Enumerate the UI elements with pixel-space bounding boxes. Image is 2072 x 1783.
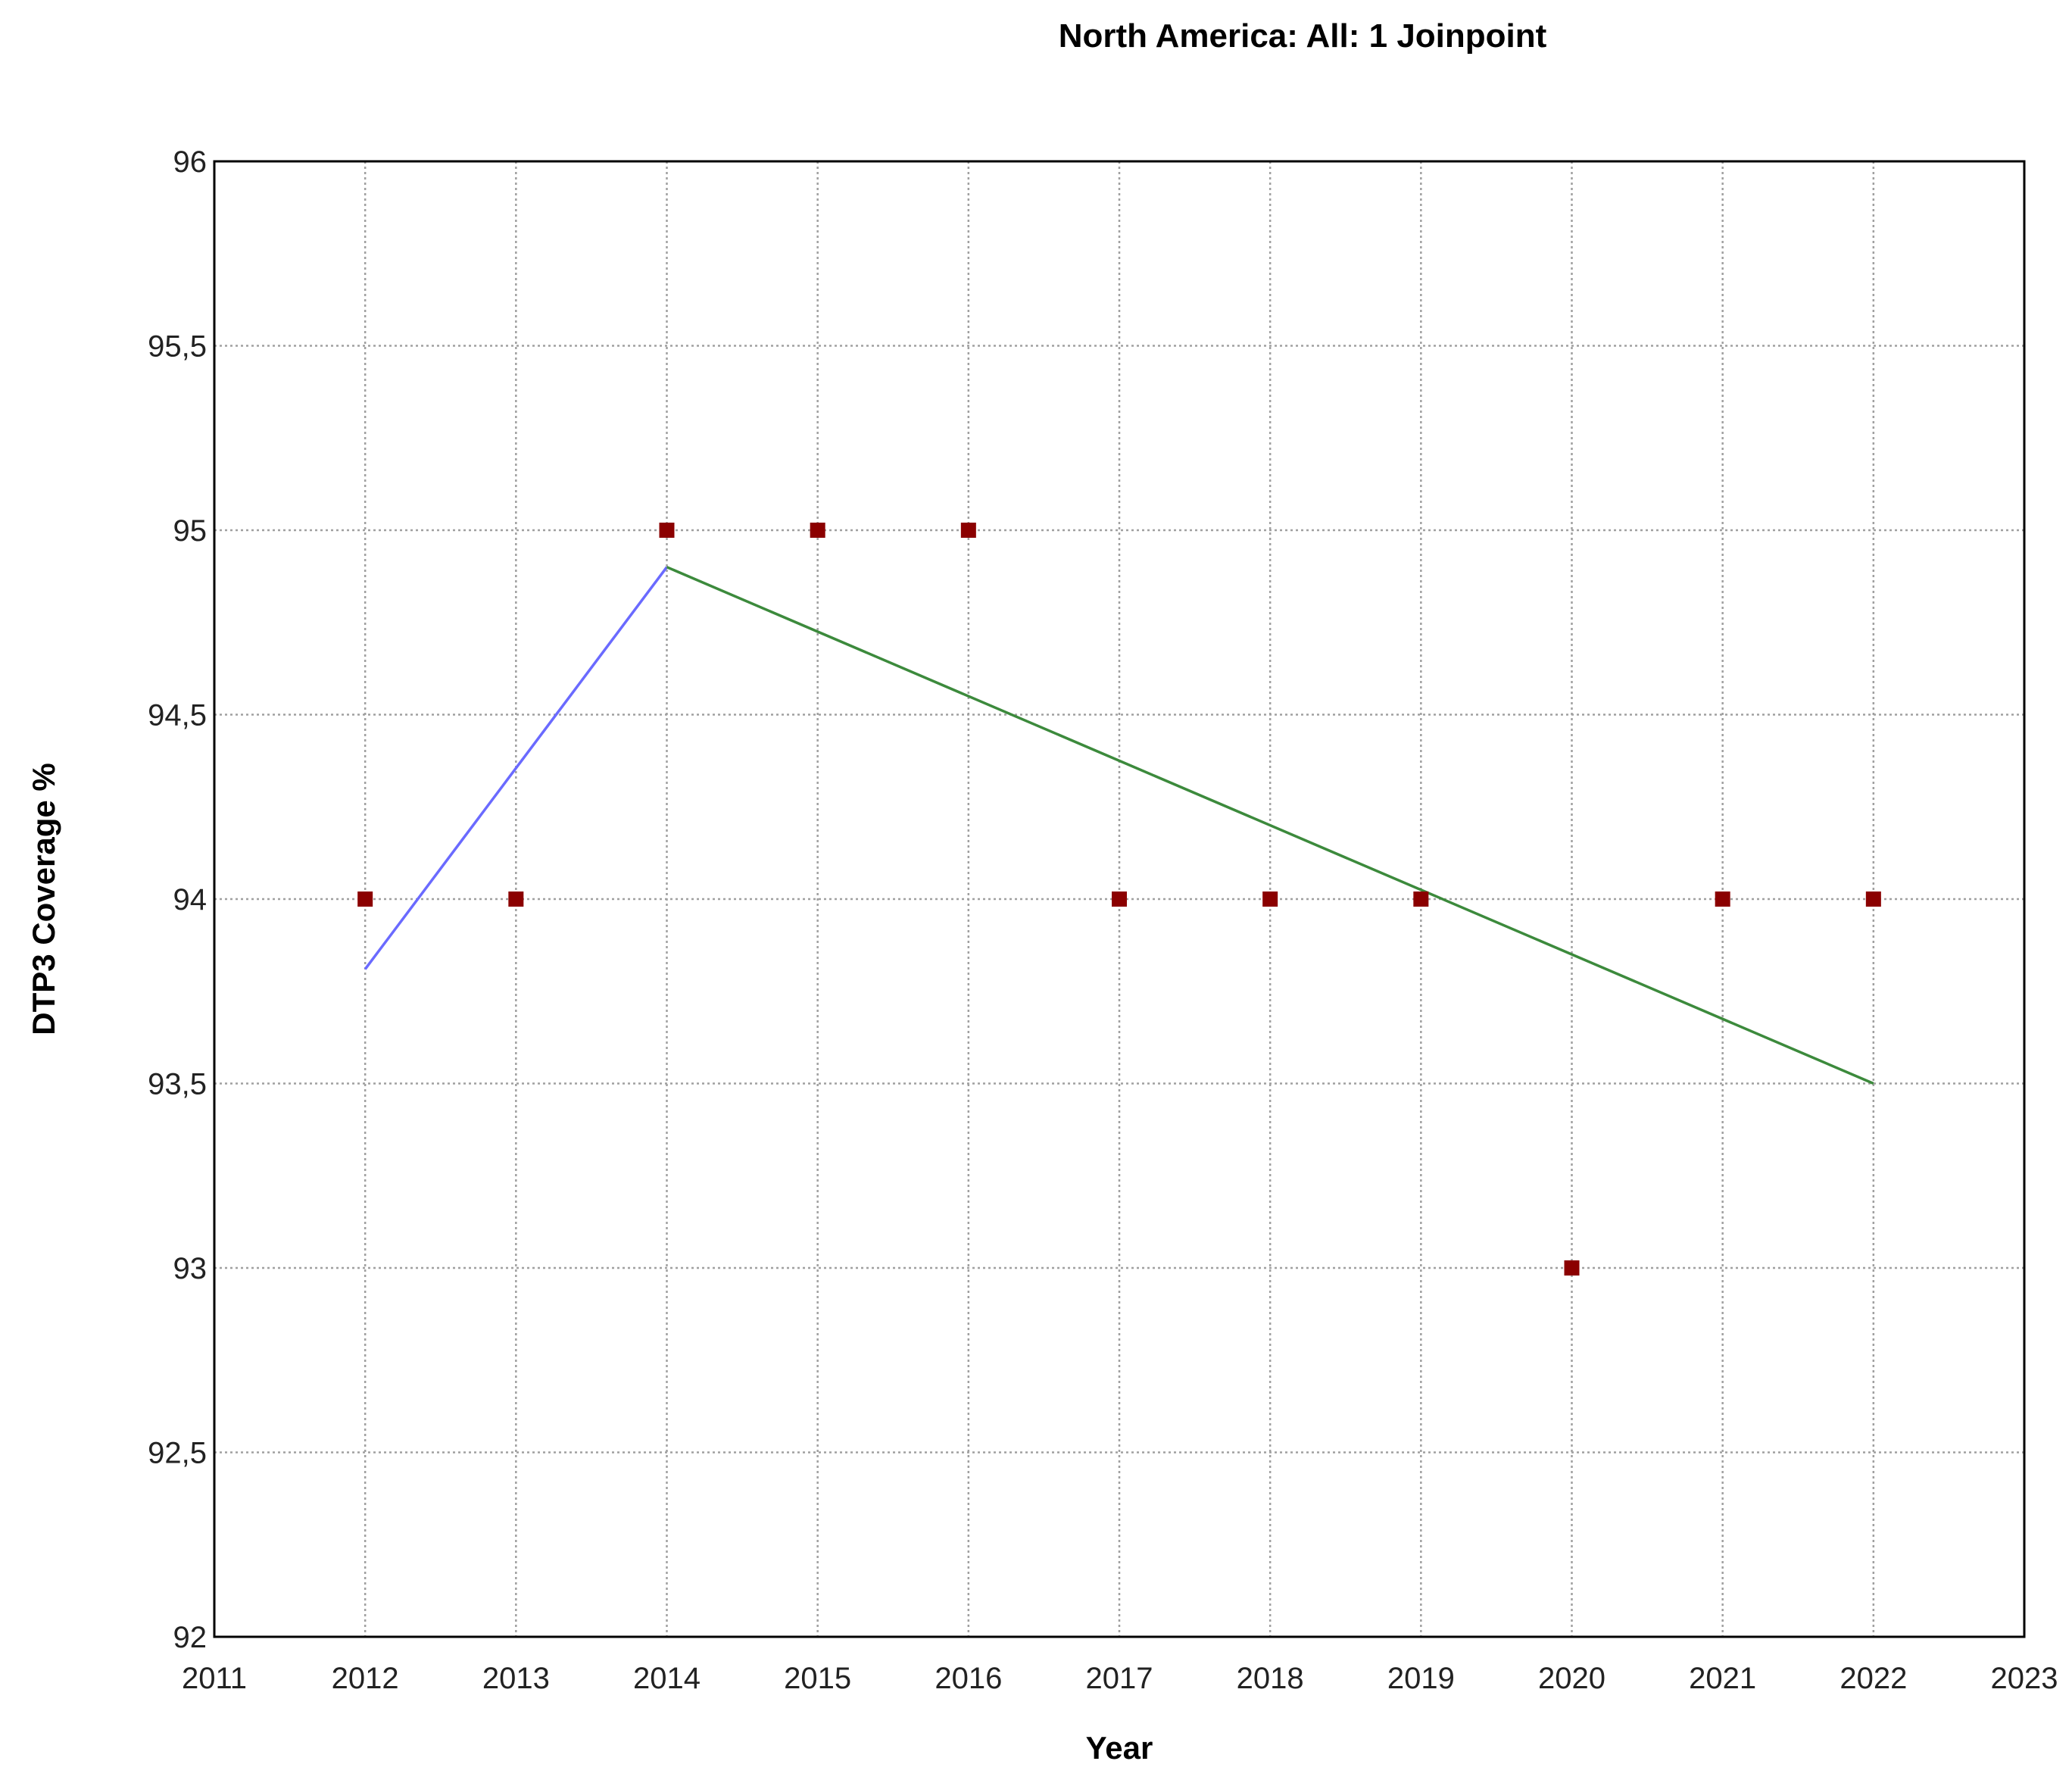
y-tick-labels: 92 92,5 93 93,5 94 94,5 95 95,5 96 [148, 145, 207, 1654]
y-tick-label: 94,5 [148, 699, 207, 732]
observed-point [1262, 892, 1278, 907]
segment-line-2 [666, 566, 1874, 1085]
x-tick-label: 2020 [1538, 1662, 1605, 1695]
segment-line-1 [364, 566, 668, 970]
observed-point [1112, 892, 1127, 907]
plot-frame [213, 160, 2026, 1638]
observed-point [357, 892, 373, 907]
y-tick-label: 96 [173, 145, 208, 179]
x-tick-label: 2017 [1086, 1662, 1153, 1695]
observed-point [810, 523, 825, 538]
chart-title: North America: All: 1 Joinpoint [1059, 17, 1547, 55]
y-tick-label: 93 [173, 1252, 208, 1285]
x-tick-label: 2013 [482, 1662, 550, 1695]
x-tick-label: 2021 [1689, 1662, 1756, 1695]
observed-points [357, 523, 1881, 1276]
observed-point [1715, 892, 1730, 907]
observed-point [960, 523, 976, 538]
x-tick-label: 2012 [332, 1662, 399, 1695]
x-tick-labels: 2011 2012 2013 2014 2015 2016 2017 2018 2019 2020… [182, 1662, 2058, 1695]
y-tick-label: 94 [173, 883, 208, 916]
x-axis-label: Year [1086, 1730, 1153, 1766]
x-tick-label: 2019 [1387, 1662, 1455, 1695]
observed-point [1564, 1260, 1580, 1276]
joinpoint-segments [364, 566, 1874, 1085]
observed-point [659, 523, 675, 538]
x-tick-label: 2018 [1237, 1662, 1304, 1695]
y-tick-label: 95,5 [148, 330, 207, 364]
y-tick-label: 92 [173, 1621, 208, 1654]
x-tick-label: 2022 [1840, 1662, 1907, 1695]
observed-point [1413, 892, 1429, 907]
y-tick-label: 95 [173, 514, 208, 548]
x-tick-label: 2023 [1991, 1662, 2058, 1695]
y-tick-label: 93,5 [148, 1068, 207, 1101]
x-tick-label: 2015 [784, 1662, 851, 1695]
x-tick-label: 2011 [182, 1662, 247, 1695]
x-tick-label: 2014 [633, 1662, 701, 1695]
y-axis-label: DTP3 Coverage % [26, 763, 61, 1035]
observed-point [1865, 892, 1881, 907]
x-tick-label: 2016 [935, 1662, 1002, 1695]
y-tick-label: 92,5 [148, 1437, 207, 1470]
observed-point [508, 892, 524, 907]
